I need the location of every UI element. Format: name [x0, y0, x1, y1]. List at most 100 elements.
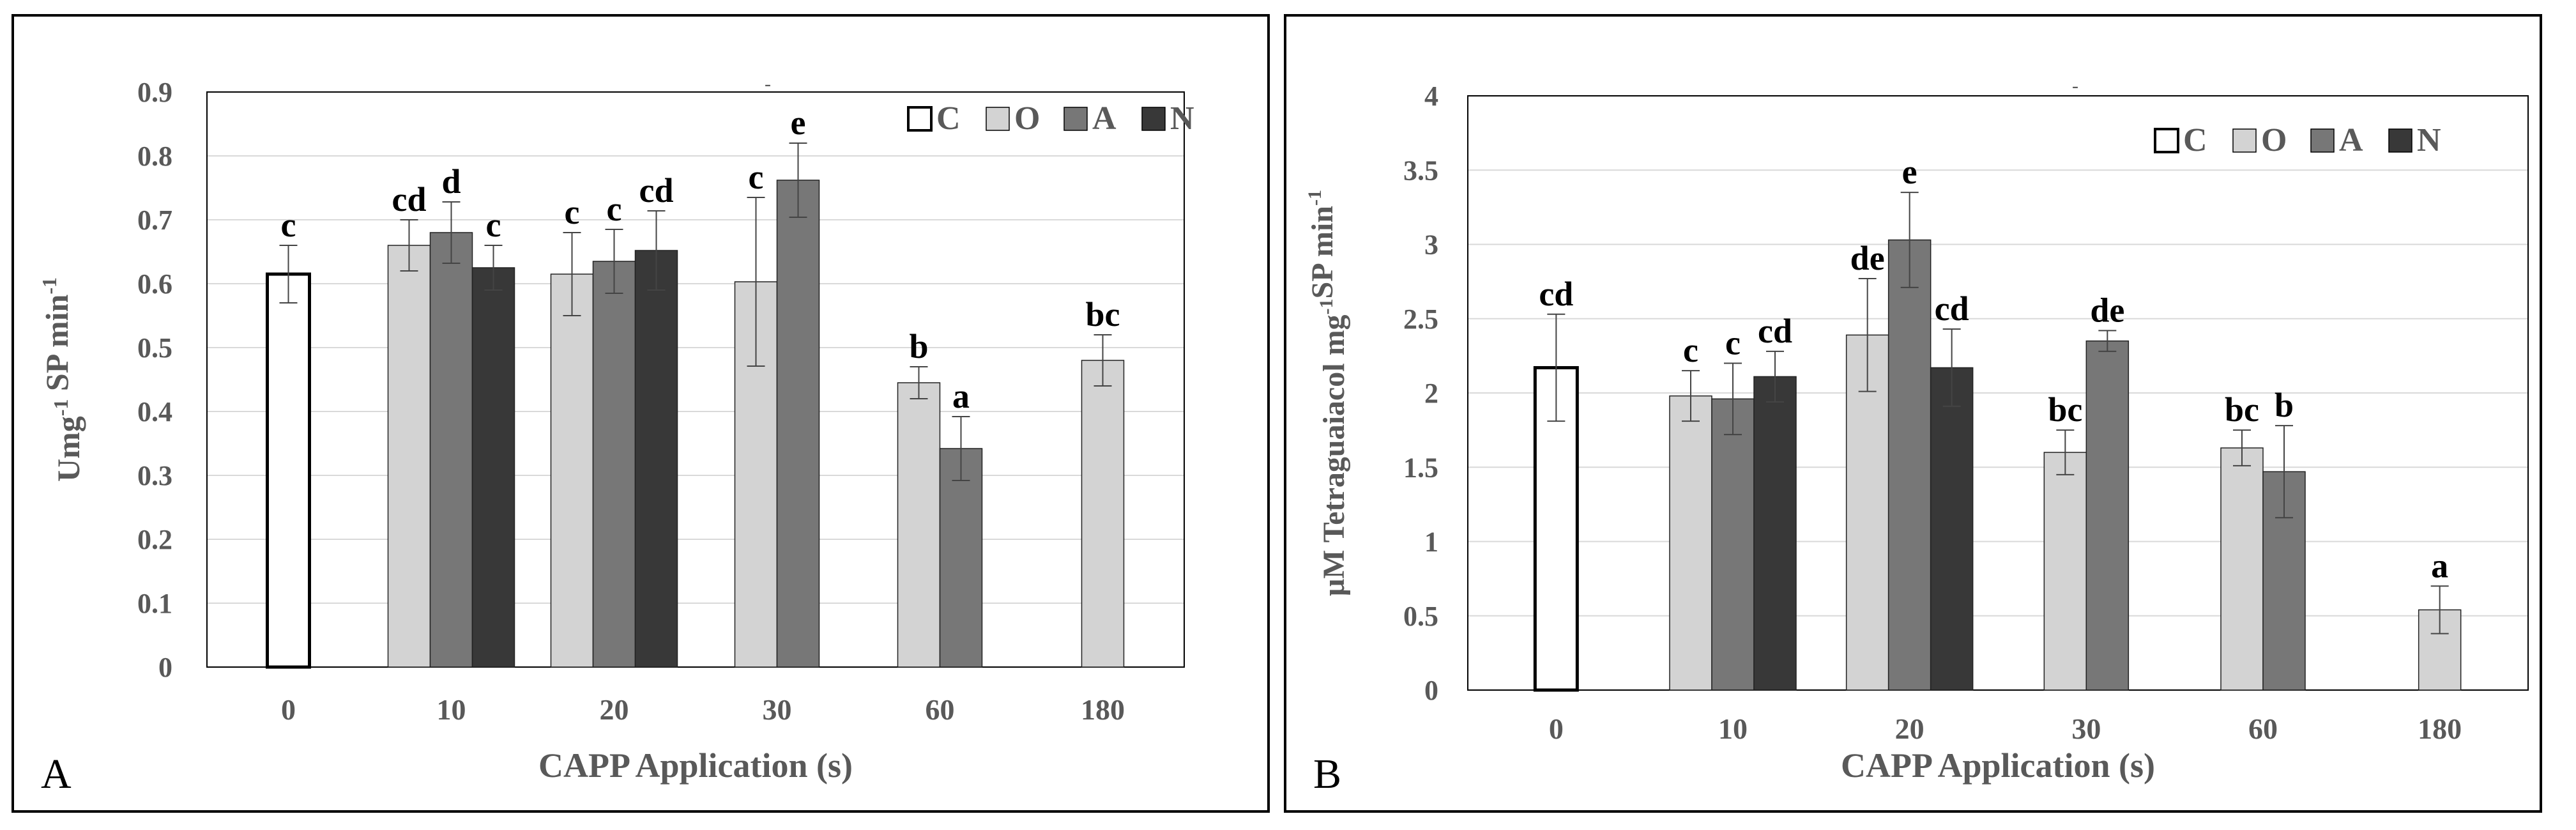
- chart-b-error-bar: [1900, 192, 1919, 288]
- chart-a-sig-label: bc: [1086, 295, 1120, 334]
- chart-b-ytick-label: 2: [1424, 378, 1438, 409]
- chart-a-bar-60-A: [939, 448, 983, 668]
- chart-a-error-bar: [647, 210, 666, 291]
- chart-b-sig-label: e: [1902, 153, 1917, 191]
- chart-a-ytick-label: 0.6: [137, 268, 172, 300]
- chart-a-bar-10-N: [471, 267, 515, 668]
- chart-a-legend-swatch-C: [907, 106, 933, 132]
- chart-a-error-bar: [400, 219, 418, 272]
- chart-b-ytick-label: 1: [1424, 526, 1438, 558]
- chart-a-legend-label-N: N: [1170, 100, 1194, 137]
- chart-b-bar-20-N: [1930, 367, 1974, 691]
- panel-letter-a: A: [41, 751, 72, 797]
- chart-b-sig-label: c: [1725, 324, 1741, 362]
- chart-a-bar-30-A: [776, 180, 820, 668]
- chart-a-error-bar: [1094, 334, 1112, 387]
- chart-a-error-bar: [747, 197, 765, 367]
- chart-b-error-bar: [1942, 328, 1961, 407]
- chart-a-xtick-label: 0: [281, 693, 296, 726]
- chart-a-plot-area: [206, 91, 1185, 668]
- chart-b-ytick-label: 0.5: [1403, 601, 1438, 632]
- chart-b-error-bar: [2098, 330, 2117, 352]
- chart-b-bar-30-O: [2043, 452, 2087, 691]
- chart-a-ytick-label: 0.5: [137, 332, 172, 364]
- chart-b-error-bar: [2430, 585, 2449, 634]
- chart-a-x-axis-label: CAPP Application (s): [538, 746, 853, 785]
- chart-a-error-bar: [484, 245, 503, 291]
- chart-b-xtick-label: 0: [1549, 712, 1564, 745]
- chart-b-legend-label-C: C: [2183, 122, 2207, 158]
- chart-a-ytick-label: 0.9: [137, 77, 172, 108]
- chart-a-legend-label-C: C: [936, 100, 961, 137]
- chart-a-ytick-label: 0: [158, 652, 172, 683]
- chart-a-xtick-label: 10: [437, 693, 466, 726]
- chart-a-title-mark: -: [765, 73, 771, 95]
- chart-a-sig-label: c: [607, 190, 622, 228]
- chart-a-ytick-label: 0.8: [137, 141, 172, 172]
- chart-a-bar-10-O: [387, 245, 431, 668]
- chart-b-xtick-label: 60: [2248, 712, 2278, 745]
- chart-a-sig-label: e: [791, 104, 806, 142]
- chart-b-error-bar: [1766, 350, 1784, 403]
- chart-a-bar-20-A: [592, 261, 636, 668]
- chart-a-sig-label: cd: [392, 180, 427, 219]
- chart-a-bar-180-O: [1081, 360, 1125, 668]
- chart-a-error-bar: [279, 245, 298, 304]
- chart-b-sig-label: cd: [1758, 312, 1792, 350]
- chart-a-y-axis-label: Umg-1 SP min-1: [38, 277, 86, 482]
- chart-b-sig-label: cd: [1539, 275, 1573, 313]
- chart-b-legend-swatch-C: [2154, 128, 2179, 153]
- chart-b-error-bar: [1858, 277, 1877, 392]
- chart-a-error-bar: [605, 229, 623, 294]
- chart-b-ytick-label: 1.5: [1403, 452, 1438, 483]
- panel-letter-b: B: [1313, 751, 1342, 797]
- chart-a-sig-label: c: [749, 158, 764, 196]
- chart-a-xtick-label: 60: [926, 693, 955, 726]
- chart-a-xtick-label: 20: [600, 693, 629, 726]
- chart-b-sig-label: de: [2090, 291, 2124, 329]
- chart-b-legend-swatch-A: [2310, 128, 2335, 153]
- chart-b-sig-label: cd: [1935, 289, 1969, 328]
- chart-b-error-bar: [1724, 362, 1742, 436]
- chart-a-xtick-label: 180: [1081, 693, 1125, 726]
- chart-b-legend-label-N: N: [2417, 122, 2441, 158]
- chart-a-sig-label: a: [952, 377, 970, 415]
- chart-b-ytick-label: 2.5: [1403, 304, 1438, 335]
- chart-a-bar-20-N: [634, 250, 678, 668]
- chart-a-ytick-label: 0.3: [137, 460, 172, 491]
- chart-b-bar-10-N: [1753, 376, 1797, 691]
- chart-b-plot-area: [1467, 95, 2529, 691]
- chart-a-legend-swatch-N: [1141, 107, 1166, 131]
- chart-b-legend-swatch-O: [2232, 128, 2257, 153]
- chart-b-legend-swatch-N: [2388, 128, 2412, 153]
- chart-b-xtick-label: 30: [2071, 712, 2101, 745]
- chart-b-bar-30-A: [2085, 340, 2130, 691]
- chart-b-title-mark: -: [2072, 75, 2078, 96]
- chart-b-xtick-label: 180: [2418, 712, 2462, 745]
- chart-b-ytick-label: 3.5: [1403, 155, 1438, 186]
- chart-b-bar-20-O: [1845, 334, 1889, 691]
- chart-a-error-bar: [910, 366, 928, 399]
- chart-b-error-bar: [2275, 425, 2293, 519]
- chart-a-error-bar: [442, 201, 461, 264]
- chart-b-bar-10-A: [1711, 398, 1755, 691]
- chart-a-error-bar: [952, 416, 970, 481]
- chart-a-ytick-label: 0.7: [137, 204, 172, 236]
- chart-b-legend-label-A: A: [2339, 122, 2363, 158]
- chart-a-legend-swatch-O: [986, 107, 1010, 131]
- chart-a-sig-label: cd: [639, 171, 674, 210]
- chart-a-bar-10-A: [429, 232, 473, 668]
- chart-a-xtick-label: 30: [763, 693, 792, 726]
- chart-panel-b: 0 0.5 1 1.5 2 2.5 3 3.5 4-0 cd 10 c c cd 20 de e cd 30 bc de…: [1284, 14, 2542, 813]
- chart-b-bar-10-O: [1669, 395, 1712, 691]
- chart-a-sig-label: b: [909, 327, 928, 365]
- chart-a-legend-label-O: O: [1014, 100, 1040, 137]
- chart-a-ytick-label: 0.2: [137, 524, 172, 555]
- chart-b-sig-label: b: [2275, 386, 2294, 424]
- chart-b-y-axis-label: μM Tetraguaiacol mg-1SP min-1: [1304, 190, 1351, 596]
- chart-b-sig-label: c: [1683, 331, 1698, 369]
- chart-a-error-bar: [789, 142, 807, 218]
- chart-b-ytick-label: 3: [1424, 229, 1438, 261]
